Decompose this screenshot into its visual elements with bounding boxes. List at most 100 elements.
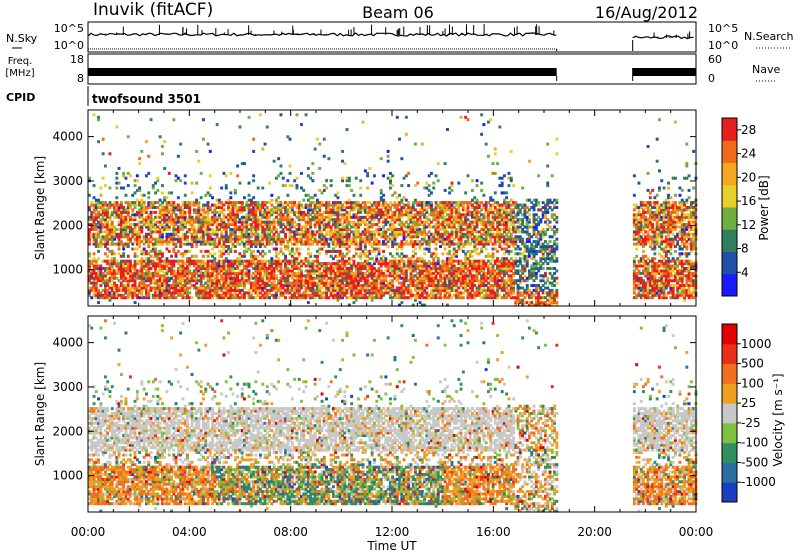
- heat-cell: [448, 220, 452, 224]
- heat-cell: [286, 179, 290, 183]
- heat-cell: [318, 269, 322, 273]
- heat-cell: [402, 242, 406, 246]
- heat-cell: [231, 281, 235, 285]
- heat-cell: [172, 118, 176, 122]
- heat-cell: [316, 215, 319, 219]
- heat-cell: [272, 240, 276, 244]
- heat-cell: [254, 203, 258, 207]
- heat-cell: [106, 254, 110, 258]
- heat-cell: [345, 223, 349, 227]
- heat-cell: [167, 269, 171, 273]
- heat-cell: [176, 220, 180, 224]
- heat-cell: [181, 291, 185, 295]
- heat-cell: [206, 279, 210, 283]
- heat-cell: [359, 254, 363, 258]
- heat-cell: [361, 120, 365, 124]
- heat-cell: [370, 281, 374, 285]
- heat-cell: [158, 215, 162, 219]
- heat-cell: [156, 259, 160, 263]
- heat-cell: [373, 237, 376, 241]
- heat-cell: [256, 232, 260, 236]
- heat-cell: [154, 237, 157, 241]
- heat-cell: [363, 223, 367, 227]
- heat-cell: [263, 210, 267, 214]
- heat-cell: [441, 237, 445, 241]
- heat-cell: [211, 281, 214, 285]
- heat-cell: [352, 276, 356, 280]
- heat-cell: [352, 230, 356, 234]
- heat-cell: [370, 293, 374, 297]
- heat-cell: [347, 201, 351, 205]
- heat-cell: [379, 264, 383, 268]
- heat-cell: [94, 259, 98, 263]
- heat-cell: [174, 223, 178, 227]
- heat-cell: [455, 269, 458, 273]
- heat-cell: [233, 262, 237, 266]
- heat-cell: [233, 232, 237, 236]
- heat-cell: [115, 232, 119, 236]
- heat-cell: [183, 269, 187, 273]
- heat-cell: [288, 259, 292, 263]
- heat-cell: [197, 291, 201, 295]
- heat-cell: [382, 198, 385, 202]
- heat-cell: [345, 215, 349, 219]
- heat-cell: [416, 230, 420, 234]
- heat-cell: [115, 284, 119, 287]
- heat-cell: [386, 235, 390, 239]
- heat-cell: [140, 296, 144, 300]
- heat-cell: [243, 242, 246, 246]
- heat-cell: [313, 291, 317, 295]
- heat-cell: [195, 245, 199, 248]
- heat-cell: [135, 296, 139, 300]
- heat-cell: [110, 276, 114, 280]
- heat-cell: [402, 213, 406, 217]
- heat-cell: [286, 220, 290, 224]
- heat-cell: [441, 269, 445, 273]
- heat-cell: [309, 235, 313, 239]
- heat-cell: [332, 257, 335, 261]
- heat-cell: [268, 249, 271, 253]
- heat-cell: [389, 186, 392, 190]
- heat-cell: [110, 235, 114, 239]
- heat-cell: [99, 228, 103, 231]
- heat-cell: [389, 176, 392, 180]
- heat-cell: [129, 201, 132, 205]
- heat-cell: [432, 237, 436, 241]
- heat-cell: [293, 201, 297, 205]
- heat-cell: [270, 230, 274, 234]
- heat-cell: [311, 286, 315, 290]
- heat-cell: [382, 262, 385, 266]
- heat-cell: [286, 284, 290, 287]
- heat-cell: [117, 208, 121, 212]
- heat-cell: [238, 264, 242, 268]
- heat-cell: [218, 271, 221, 275]
- heat-cell: [104, 269, 107, 273]
- heat-cell: [220, 230, 224, 234]
- freq-left-label-line1: Freq.: [8, 56, 33, 67]
- heat-cell: [400, 252, 404, 256]
- heat-cell: [336, 215, 340, 219]
- heat-cell: [247, 198, 251, 202]
- heat-cell: [306, 296, 310, 300]
- heat-cell: [131, 210, 135, 214]
- heat-cell: [295, 276, 299, 280]
- heat-cell: [352, 203, 356, 207]
- heat-cell: [215, 225, 219, 229]
- heat-cell: [90, 281, 94, 285]
- heat-cell: [161, 264, 164, 268]
- heat-cell: [311, 208, 315, 212]
- heat-cell: [176, 279, 180, 283]
- heat-cell: [420, 220, 424, 224]
- heat-cell: [245, 271, 249, 275]
- heat-cell: [448, 191, 452, 195]
- heat-cell: [115, 271, 119, 275]
- heat-cell: [322, 245, 326, 248]
- heat-cell: [443, 276, 447, 280]
- heat-cell: [400, 230, 404, 234]
- heat-cell: [279, 284, 283, 287]
- heat-cell: [206, 215, 210, 219]
- heat-cell: [286, 279, 290, 283]
- heat-cell: [441, 235, 445, 239]
- heat-cell: [389, 208, 392, 212]
- heat-cell: [119, 274, 123, 278]
